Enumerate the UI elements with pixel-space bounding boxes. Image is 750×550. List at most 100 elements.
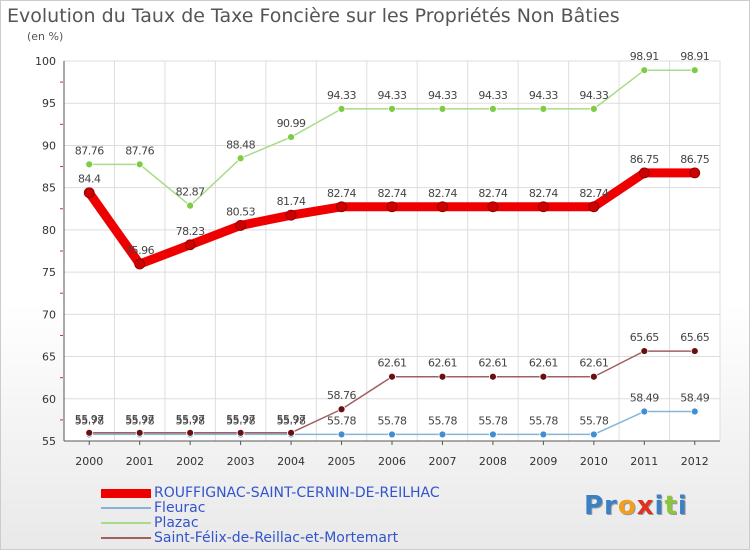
data-point xyxy=(287,133,295,141)
y-tick-label: 85 xyxy=(42,182,56,195)
data-label: 94.33 xyxy=(327,89,356,102)
proxiti-logo: Proxiti xyxy=(584,491,688,521)
data-label: 86.75 xyxy=(630,153,659,166)
y-tick-label: 95 xyxy=(42,97,56,110)
data-point xyxy=(83,187,95,199)
legend-label: Plazac xyxy=(154,515,199,531)
data-point xyxy=(235,220,247,231)
data-point xyxy=(186,428,195,437)
x-tick-label: 2012 xyxy=(681,455,709,468)
x-tick-label: 2005 xyxy=(328,455,356,468)
logo-letter: t xyxy=(664,491,678,521)
data-label: 55.78 xyxy=(478,414,507,427)
data-point xyxy=(539,430,548,439)
data-point xyxy=(337,104,346,113)
data-point xyxy=(85,428,94,437)
y-tick-label: 65 xyxy=(42,351,56,364)
data-label: 58.49 xyxy=(680,392,709,405)
data-label: 87.76 xyxy=(75,144,104,157)
data-label: 55.97 xyxy=(226,413,255,426)
data-label: 62.61 xyxy=(478,357,507,370)
data-label: 55.78 xyxy=(75,414,104,427)
data-label: 80.53 xyxy=(226,205,255,218)
data-label: 78.23 xyxy=(176,225,205,238)
y-unit-label: (en %) xyxy=(27,30,64,43)
data-point xyxy=(135,160,144,169)
data-point xyxy=(638,167,650,179)
data-label: 81.74 xyxy=(277,195,306,208)
data-point xyxy=(85,160,94,169)
data-point xyxy=(539,104,548,113)
data-point xyxy=(337,405,346,414)
data-label: 82.74 xyxy=(378,187,407,200)
x-tick-label: 2003 xyxy=(227,455,255,468)
data-label: 55.78 xyxy=(125,414,154,427)
data-point xyxy=(135,428,144,437)
data-label: 65.65 xyxy=(680,331,709,344)
data-label: 58.49 xyxy=(630,392,659,405)
data-point xyxy=(336,201,347,213)
data-point xyxy=(640,66,649,75)
data-label: 55.97 xyxy=(176,413,205,426)
data-label: 90.99 xyxy=(277,117,306,130)
data-label: 55.78 xyxy=(579,414,608,427)
data-label: 98.91 xyxy=(680,50,709,63)
data-point xyxy=(386,201,398,213)
data-label: 82.74 xyxy=(478,187,507,200)
data-label: 82.74 xyxy=(529,187,558,200)
data-label: 55.97 xyxy=(125,413,154,426)
data-label: 88.48 xyxy=(226,138,255,151)
logo-letter: x xyxy=(636,491,655,521)
data-point xyxy=(588,201,600,213)
data-point xyxy=(236,428,245,437)
data-point xyxy=(690,66,699,75)
x-tick-label: 2011 xyxy=(630,455,658,468)
y-tick-label: 60 xyxy=(42,393,56,406)
data-label: 58.76 xyxy=(327,389,356,402)
data-point xyxy=(287,428,295,437)
data-point xyxy=(589,372,598,381)
y-tick-label: 100 xyxy=(35,55,56,68)
x-tick-label: 2007 xyxy=(428,455,456,468)
legend-swatch xyxy=(101,507,151,509)
data-point xyxy=(186,201,195,210)
data-label: 55.78 xyxy=(378,414,407,427)
data-label: 55.78 xyxy=(327,414,356,427)
logo-letter: i xyxy=(677,491,688,521)
logo-letter: Pr xyxy=(584,491,618,521)
logo-letter: o xyxy=(617,491,637,521)
data-point xyxy=(337,430,346,439)
x-tick-label: 2004 xyxy=(277,455,305,468)
data-label: 94.33 xyxy=(529,89,558,102)
data-label: 94.33 xyxy=(428,89,457,102)
legend-swatch xyxy=(101,522,151,524)
data-label: 55.97 xyxy=(75,413,104,426)
data-point xyxy=(690,407,699,416)
data-label: 55.78 xyxy=(226,414,255,427)
data-label: 62.61 xyxy=(529,357,558,370)
data-point xyxy=(437,201,448,213)
data-point xyxy=(589,104,598,113)
data-label: 55.78 xyxy=(529,414,558,427)
data-point xyxy=(640,347,649,355)
data-label: 82.74 xyxy=(327,187,356,200)
data-label: 94.33 xyxy=(478,89,507,102)
data-point xyxy=(489,372,497,381)
data-label: 94.33 xyxy=(579,89,608,102)
legend-swatch xyxy=(101,488,151,498)
data-label: 55.78 xyxy=(428,414,457,427)
x-tick-label: 2006 xyxy=(378,455,406,468)
data-label: 62.61 xyxy=(579,357,608,370)
data-label: 62.61 xyxy=(378,357,407,370)
data-label: 82.74 xyxy=(428,187,457,200)
data-point xyxy=(640,407,649,416)
data-label: 82.74 xyxy=(579,187,608,200)
data-point xyxy=(537,201,549,213)
x-tick-label: 2008 xyxy=(479,455,507,468)
data-label: 86.75 xyxy=(680,153,709,166)
data-point xyxy=(539,372,548,381)
data-point xyxy=(388,372,396,381)
data-label: 84.4 xyxy=(78,173,101,186)
data-label: 55.97 xyxy=(277,413,306,426)
